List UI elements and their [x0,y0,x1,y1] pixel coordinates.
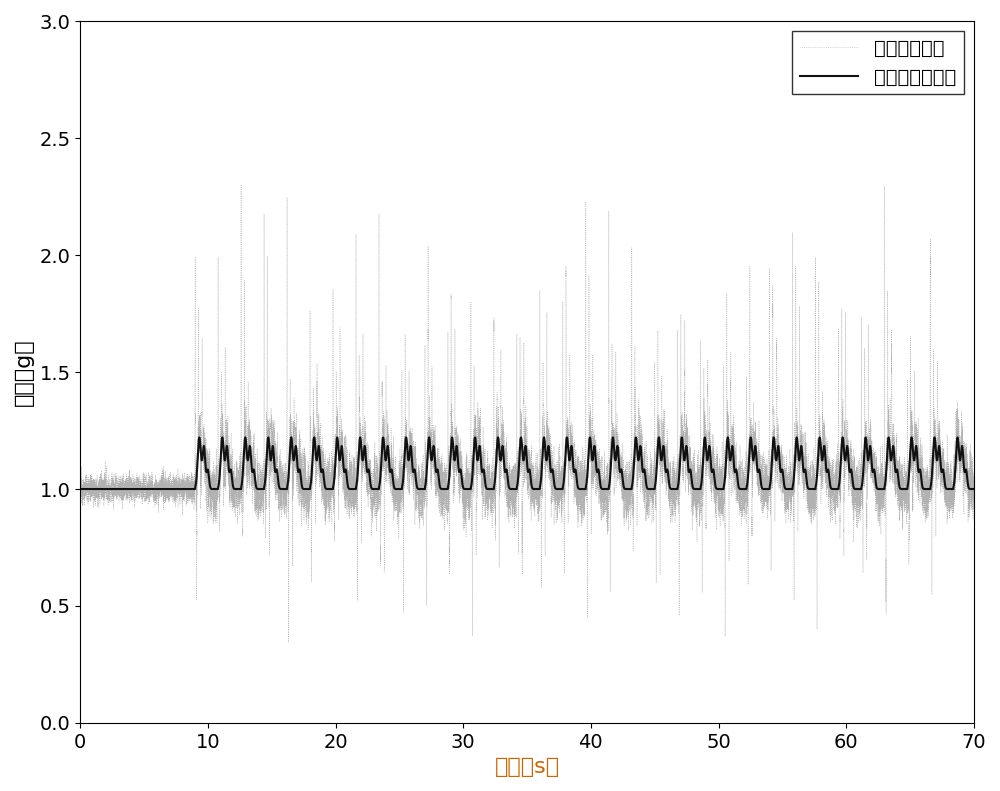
Line: 滤波平滑去噪后: 滤波平滑去噪后 [80,437,974,489]
滤波平滑去噪后 [354,434,366,444]
滤波平滑去噪后 [968,484,980,494]
X-axis label: 时间（s）: 时间（s） [494,757,560,777]
加速度计输出 [283,638,295,647]
Line: 加速度计输出: 加速度计输出 [80,185,974,642]
滤波平滑去噪后 [857,470,869,479]
加速度计输出 [968,490,980,500]
加速度计输出 [857,509,869,519]
加速度计输出 [487,452,499,462]
加速度计输出 [608,483,620,493]
Y-axis label: 幅值（g）: 幅值（g） [14,339,34,406]
加速度计输出 [354,456,366,465]
加速度计输出 [306,544,318,554]
滤波平滑去噪后 [74,484,86,494]
滤波平滑去噪后 [355,435,367,445]
Legend: 加速度计输出, 滤波平滑去噪后: 加速度计输出, 滤波平滑去噪后 [792,31,964,94]
滤波平滑去噪后 [193,433,205,442]
加速度计输出 [74,486,86,495]
滤波平滑去噪后 [487,484,499,494]
滤波平滑去噪后 [305,472,317,482]
加速度计输出 [355,452,367,462]
滤波平滑去噪后 [608,443,620,452]
加速度计输出 [235,180,247,190]
